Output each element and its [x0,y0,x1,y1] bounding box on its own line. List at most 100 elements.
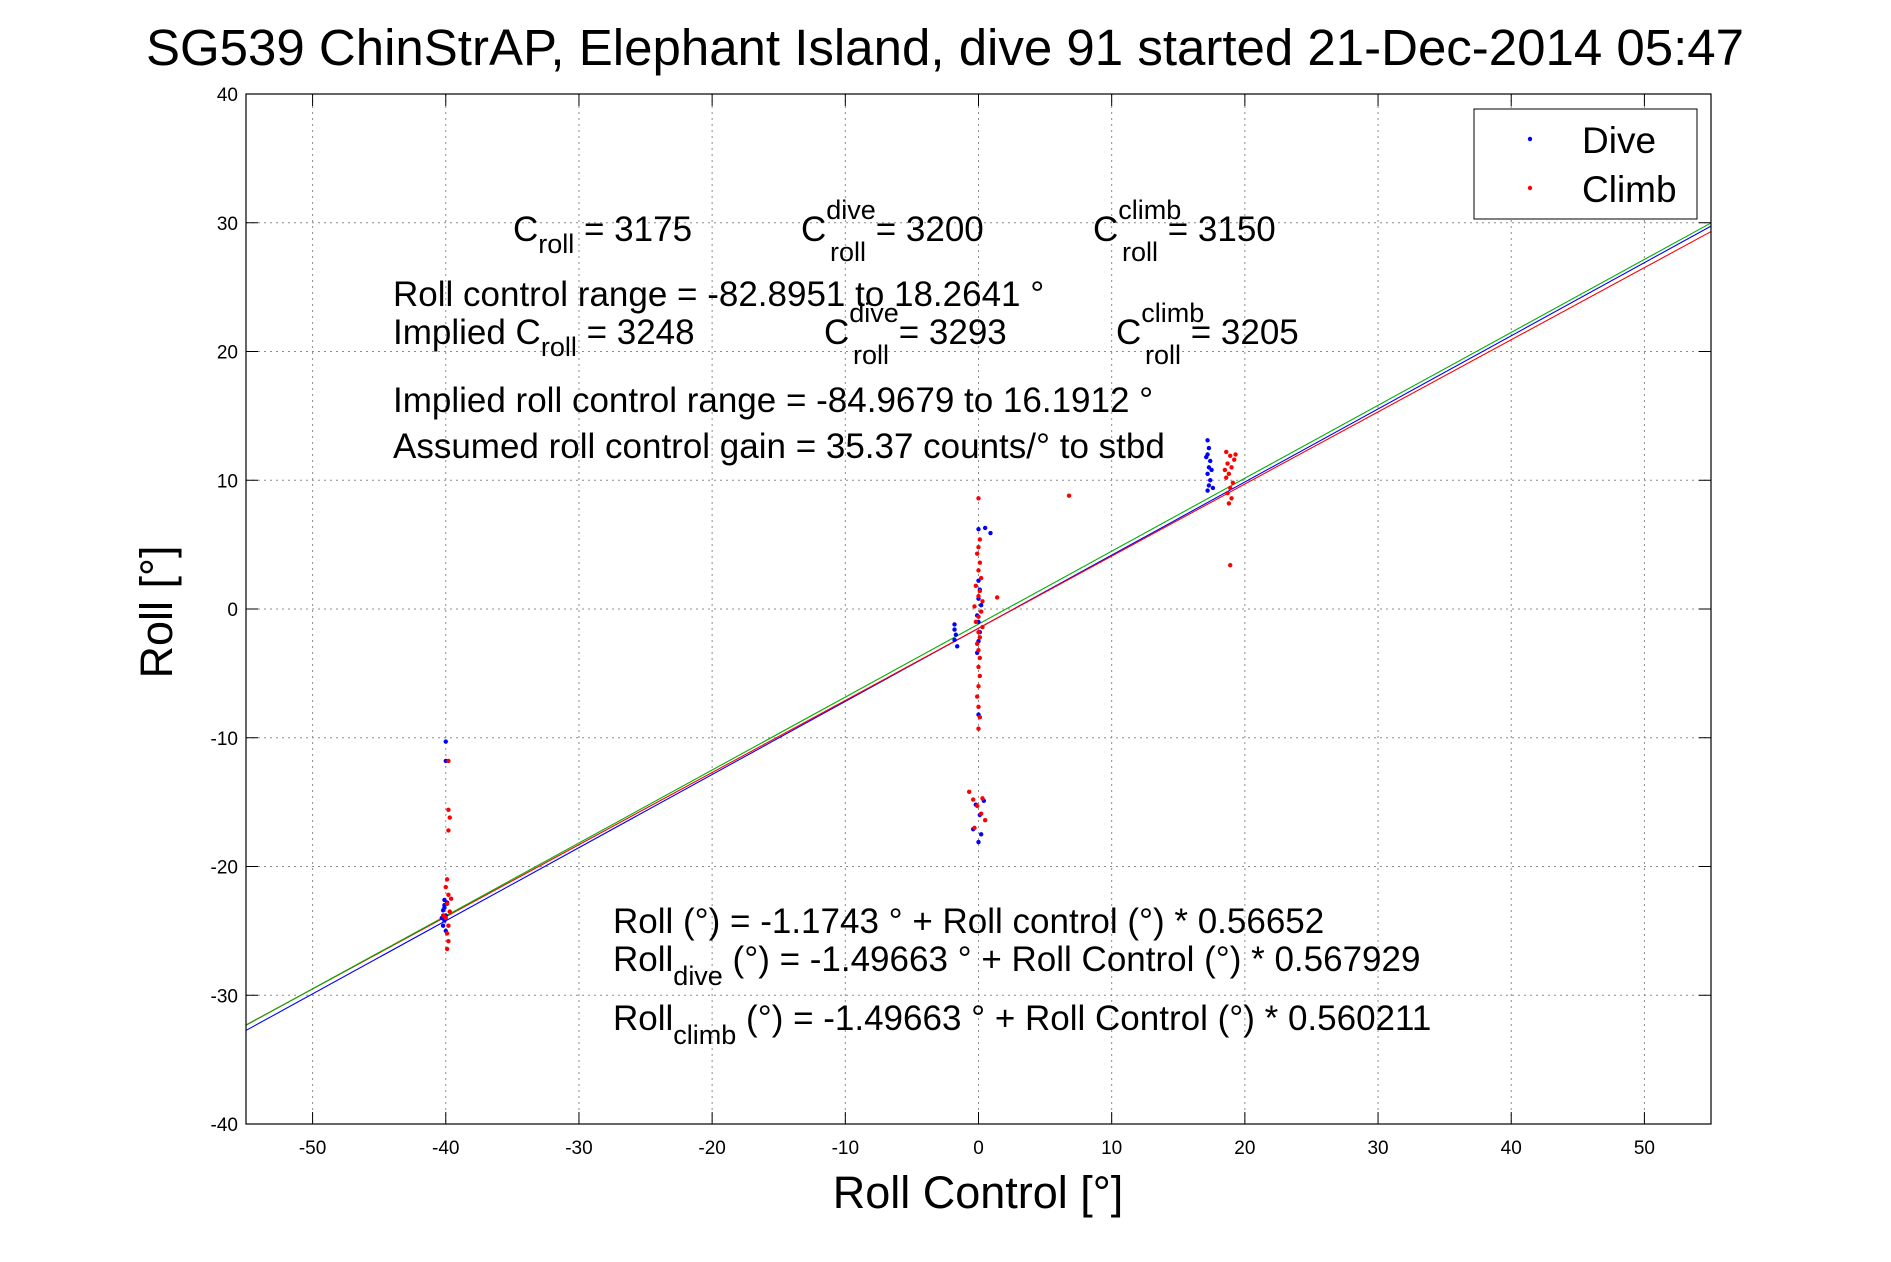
x-tick-label: -20 [698,1138,725,1159]
data-point-climb [447,815,452,820]
data-point-climb [977,673,983,679]
y-tick-label: -30 [211,986,238,1007]
data-point-dive [952,622,957,627]
data-point-dive [1205,471,1210,477]
y-tick-label: 30 [217,214,238,235]
y-tick-label: -40 [211,1115,238,1136]
axis-ticks [246,93,1711,1125]
data-point-climb [980,599,985,604]
data-point-climb [976,593,981,599]
data-point-climb [982,817,988,823]
y-tick-label: 0 [227,600,238,621]
x-tick-labels: -50 -40 -30 -20 -10 0 10 20 30 40 50 [299,1138,1655,1159]
data-point-climb [1228,453,1233,458]
data-point-climb [974,803,980,809]
data-point-climb [1225,490,1230,496]
data-point-climb [1226,501,1232,506]
data-point-climb [978,575,984,581]
annotation-c-roll-dive: Cdive roll = 3200 [801,195,984,267]
data-point-dive [1210,485,1216,491]
legend: Dive Climb [1473,108,1698,220]
data-point-dive [1205,488,1210,493]
data-point-dive [976,839,981,845]
legend-box [1473,108,1698,220]
data-point-climb [977,714,983,720]
y-axis-label: Roll [°] [131,545,182,678]
annotation-c-roll-climb: Cclimb roll = 3150 [1093,195,1276,267]
data-point-climb [978,811,984,816]
data-point-climb [974,551,980,556]
x-tick-label: 0 [973,1138,984,1159]
data-point-dive [1208,458,1213,464]
data-point-dive [1206,483,1212,488]
x-tick-label: -30 [565,1138,592,1159]
series-dive [439,438,1216,934]
fit-line [245,222,1712,1026]
data-point-climb [977,588,983,594]
data-point-dive [952,627,957,632]
grid-lines [246,93,1711,1125]
data-point-climb [446,758,451,764]
data-point-climb [977,560,983,565]
data-point-climb [978,609,984,614]
data-point-climb [446,923,451,928]
data-point-climb [444,877,450,882]
annotation-implied-c-roll: Implied Croll = 3248 [393,313,695,362]
data-points [439,438,1238,952]
data-point-climb [1230,480,1236,486]
data-point-climb [994,595,1000,600]
data-point-climb [980,624,985,630]
data-point-climb [446,807,451,813]
data-point-climb [1228,485,1233,491]
data-point-climb [974,641,980,646]
legend-marker-climb [1527,185,1533,191]
data-point-climb [440,913,446,918]
data-point-dive [988,530,993,536]
x-tick-label: -10 [832,1138,859,1159]
data-point-climb [444,946,450,952]
data-point-dive [1209,467,1214,473]
data-point-climb [972,604,977,609]
data-point-dive [976,526,981,532]
data-point-climb [443,884,448,890]
x-tick-label: -50 [299,1138,326,1159]
data-point-dive [1205,438,1210,443]
data-point-climb [977,635,983,640]
equation-climb: Rollclimb (°) = -1.49663 ° + Roll Contro… [613,999,1431,1050]
x-tick-label: 40 [1501,1138,1522,1159]
data-point-dive [952,637,957,643]
data-point-climb [976,614,981,619]
data-point-climb [977,655,983,661]
y-tick-label: -20 [211,858,238,879]
data-point-dive [982,525,988,531]
data-point-climb [976,648,981,653]
x-tick-label: 10 [1101,1138,1122,1159]
data-point-climb [444,901,450,907]
annotation-implied-c: Implied Croll = 3248 Cdive roll = 3293 Cc… [393,298,1299,370]
data-point-climb [448,896,454,901]
x-tick-label: 30 [1367,1138,1388,1159]
data-point-climb [976,496,981,501]
data-point-dive [978,832,984,837]
chart-title: SG539 ChinStrAP, Elephant Island, dive 9… [146,19,1744,76]
data-point-climb [977,537,983,542]
data-point-climb [976,545,981,550]
y-tick-label: 40 [217,85,238,106]
x-tick-label: 50 [1634,1138,1655,1159]
data-point-climb [1226,471,1232,477]
annotation-assumed-gain: Assumed roll control gain = 35.37 counts… [393,427,1165,466]
data-point-climb [446,938,451,944]
fit-lines [245,222,1712,1031]
data-point-climb [1222,467,1228,473]
annotation-implied-c-climb: Cclimb roll = 3205 [1116,298,1299,370]
data-point-dive [1204,454,1209,460]
legend-label-dive: Dive [1582,120,1656,161]
data-point-climb [976,629,981,635]
x-axis-label: Roll Control [°] [833,1167,1124,1218]
data-point-climb [1066,493,1072,498]
data-point-dive [1206,445,1212,451]
data-point-climb [974,694,980,699]
data-point-climb [976,568,981,573]
series-climb [440,449,1238,952]
